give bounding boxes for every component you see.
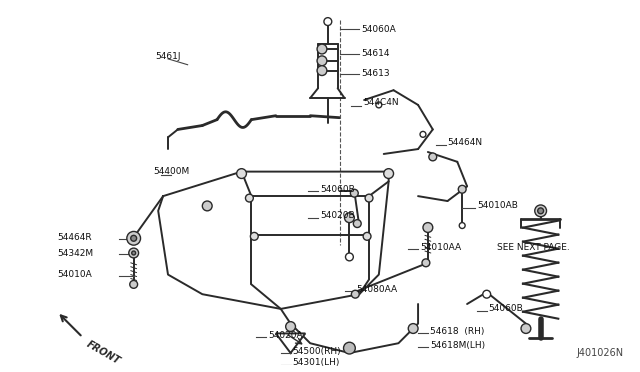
Circle shape [317,66,327,76]
Circle shape [420,131,426,137]
Circle shape [350,189,358,197]
Text: 54618M(LH): 54618M(LH) [430,341,485,350]
Text: 54010AA: 54010AA [420,243,461,251]
Text: 5461J: 5461J [156,52,180,61]
Text: 54010AB: 54010AB [477,201,518,211]
Circle shape [344,342,355,354]
Circle shape [351,290,359,298]
Circle shape [346,253,353,261]
Circle shape [376,102,382,108]
Text: J401026N: J401026N [577,348,624,358]
Circle shape [423,222,433,232]
Text: 54613: 54613 [361,69,390,78]
Circle shape [130,280,138,288]
Circle shape [202,201,212,211]
Circle shape [429,153,436,161]
Circle shape [365,194,373,202]
Text: 54342M: 54342M [57,248,93,257]
Text: 54020B: 54020B [320,211,355,220]
Text: 54614: 54614 [361,49,390,58]
Text: 54400M: 54400M [154,167,189,176]
Circle shape [363,232,371,240]
Text: 54464N: 54464N [447,138,483,147]
Text: 54618  (RH): 54618 (RH) [430,327,484,336]
Circle shape [131,235,136,241]
Circle shape [535,205,547,217]
Circle shape [458,185,466,193]
Text: 54020A: 54020A [268,331,303,340]
Circle shape [285,322,296,331]
Text: 54060B: 54060B [320,185,355,194]
Circle shape [538,208,543,214]
Text: 54500(RH): 54500(RH) [292,347,341,356]
Text: FRONT: FRONT [84,339,122,366]
Circle shape [344,213,355,222]
Circle shape [422,259,430,267]
Circle shape [132,251,136,255]
Circle shape [237,169,246,179]
Text: 54080AA: 54080AA [356,285,397,294]
Circle shape [324,17,332,26]
Circle shape [384,169,394,179]
Text: 54060B: 54060B [489,304,524,313]
Text: 54060A: 54060A [361,25,396,34]
Circle shape [127,231,141,245]
Circle shape [246,194,253,202]
Circle shape [317,44,327,54]
Circle shape [129,248,139,258]
Circle shape [353,219,361,228]
Circle shape [250,232,258,240]
Circle shape [408,324,418,333]
Polygon shape [276,333,305,353]
Circle shape [460,222,465,228]
Text: 54301(LH): 54301(LH) [292,358,340,367]
Circle shape [521,324,531,333]
Circle shape [317,56,327,66]
Text: SEE NEXT PAGE.: SEE NEXT PAGE. [497,243,569,251]
Text: 544C4N: 544C4N [363,99,399,108]
Circle shape [483,290,491,298]
Text: 54010A: 54010A [57,270,92,279]
Text: 54464R: 54464R [57,233,92,242]
